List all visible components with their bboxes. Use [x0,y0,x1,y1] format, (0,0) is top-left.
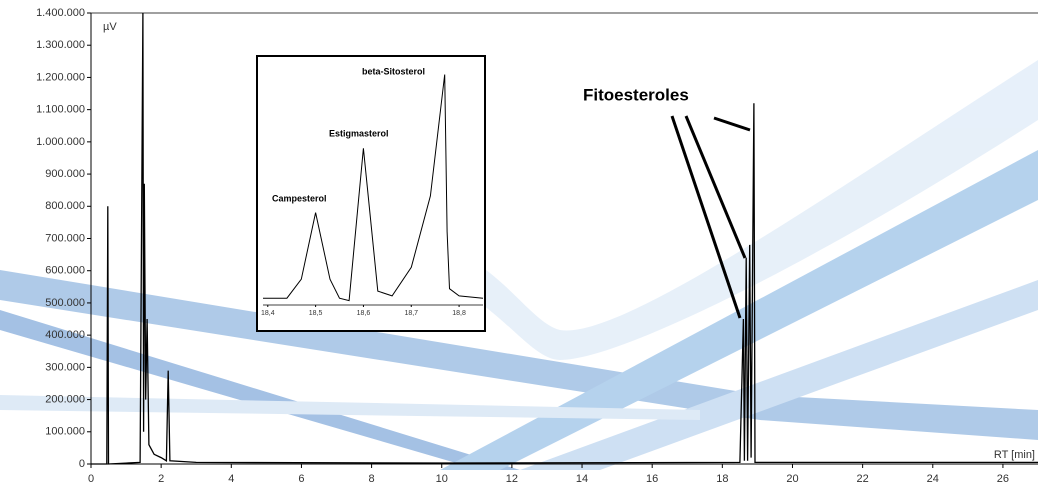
y-tick-label: 200.000 [45,393,85,405]
peak-label: beta-Sitosterol [362,66,425,76]
peak-label: Campesterol [272,193,327,203]
y-tick-label: 600.000 [45,265,85,277]
data-line [91,12,1038,465]
x-tick-label: 18,8 [452,310,466,317]
x-tick-label: 18,6 [357,310,371,317]
x-tick-label: 18 [716,473,728,485]
x-tick-label: 0 [88,473,94,485]
x-tick-label: 6 [298,473,304,485]
y-tick-label: 400.000 [45,329,85,341]
annotation: Fitoesteroles [583,85,689,104]
y-tick-label: 100.000 [45,426,85,438]
y-tick-label: 1.100.000 [36,104,85,116]
x-tick-label: 22 [857,473,869,485]
y-tick-label: 800.000 [45,200,85,212]
y-tick-label: 1.000.000 [36,136,85,148]
x-tick-label: 14 [576,473,588,485]
data-line [263,74,484,302]
x-tick-label: 8 [369,473,375,485]
y-tick-label: 500.000 [45,297,85,309]
x-tick-label: 18,7 [404,310,418,317]
x-tick-label: 4 [228,473,234,485]
y-axis-label: µV [103,21,117,33]
x-tick-label: 24 [927,473,939,485]
y-tick-label: 1.300.000 [36,39,85,51]
x-tick-label: 12 [506,473,518,485]
x-axis-label: RT [min] [994,449,1035,461]
x-tick-label: 26 [997,473,1009,485]
x-tick-label: 16 [646,473,658,485]
x-tick-label: 2 [158,473,164,485]
x-tick-label: 18,4 [261,310,275,317]
x-tick-label: 18,5 [309,310,323,317]
x-tick-label: 10 [436,473,448,485]
annotation-arrows [670,115,751,319]
y-tick-label: 0 [79,458,85,470]
peak-label: Estigmasterol [329,128,389,138]
y-tick-label: 1.400.000 [36,7,85,19]
y-tick-label: 1.200.000 [36,71,85,83]
background-decoration [0,60,1038,470]
y-tick-label: 700.000 [45,232,85,244]
y-tick-label: 900.000 [45,168,85,180]
x-tick-label: 20 [786,473,798,485]
y-tick-label: 300.000 [45,361,85,373]
